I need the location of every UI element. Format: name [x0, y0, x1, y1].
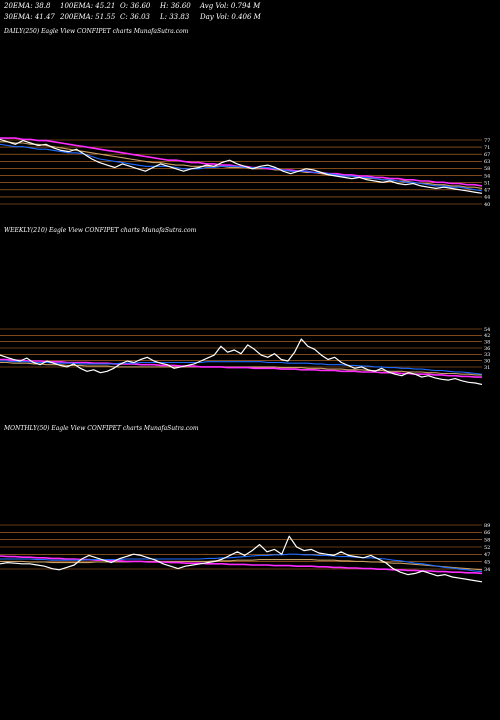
- y-tick-label: 67: [484, 152, 490, 158]
- y-tick-label: 77: [484, 138, 490, 144]
- y-tick-label: 31: [484, 365, 490, 371]
- y-tick-label: 40: [484, 202, 490, 208]
- y-tick-label: 54: [484, 173, 490, 179]
- y-tick-label: 89: [484, 523, 490, 529]
- price-line: [0, 535, 483, 583]
- low-label: L: 33.83: [160, 13, 190, 21]
- ema30-label: 30EMA: 41.47: [4, 13, 55, 21]
- y-tick-label: 66: [484, 530, 490, 536]
- ema-slow-line: [0, 555, 483, 575]
- y-tick-label: 58: [484, 166, 490, 172]
- day-vol-label: Day Vol: 0.406 M: [200, 13, 261, 21]
- y-tick-label: 42: [484, 333, 490, 339]
- ema-fast-line: [0, 143, 483, 192]
- high-label: H: 36.60: [160, 2, 191, 10]
- weekly-chart-title: WEEKLY(210) Eagle View CONFIPET charts M…: [4, 227, 197, 234]
- y-tick-label: 38: [484, 339, 490, 345]
- y-tick-label: 51: [484, 180, 490, 186]
- y-tick-label: 54: [484, 327, 490, 333]
- y-tick-label: 30: [484, 358, 490, 364]
- y-tick-label: 34: [484, 567, 490, 573]
- y-tick-label: 63: [484, 159, 490, 165]
- avg-vol-label: Avg Vol: 0.794 M: [200, 2, 261, 10]
- y-tick-label: 44: [484, 195, 490, 201]
- ema100-label: 100EMA: 45.21: [60, 2, 116, 10]
- ema-slow-line: [0, 358, 482, 378]
- ema200-label: 200EMA: 51.55: [60, 13, 116, 21]
- monthly-chart-title: MONTHLY(50) Eagle View CONFIPET charts M…: [4, 425, 199, 432]
- daily-chart-title: DAILY(250) Eagle View CONFIPET charts Mu…: [4, 28, 189, 35]
- y-tick-label: 47: [484, 188, 490, 194]
- y-tick-label: 45: [484, 559, 490, 565]
- y-tick-label: 36: [484, 346, 490, 352]
- y-tick-label: 52: [484, 545, 490, 551]
- ema-mid-line: [0, 559, 483, 571]
- close-label: C: 36.03: [120, 13, 150, 21]
- y-tick-label: 47: [484, 552, 490, 558]
- y-tick-label: 71: [484, 145, 490, 151]
- open-label: O: 36.60: [120, 2, 151, 10]
- price-line: [0, 138, 483, 194]
- ema20-label: 20EMA: 38.8: [4, 2, 51, 10]
- ema-slow-line: [0, 137, 483, 187]
- y-tick-label: 33: [484, 352, 490, 358]
- price-line: [0, 338, 483, 385]
- ema-fast-line: [0, 360, 483, 375]
- y-tick-label: 58: [484, 537, 490, 543]
